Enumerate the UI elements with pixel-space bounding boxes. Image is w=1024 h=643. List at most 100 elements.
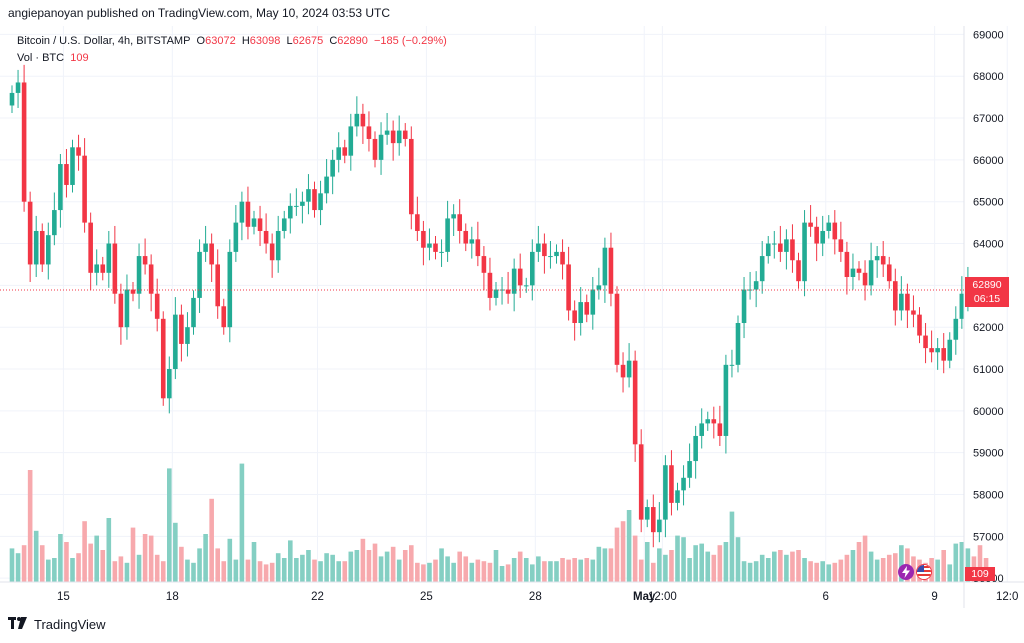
candle-body [130,289,136,294]
candle-body [475,239,481,257]
candle-body [160,318,166,399]
candle-body [614,293,620,365]
volume-bar [663,554,668,582]
time-tick-label: 25 [420,591,433,603]
price-tick-label: 59000 [973,448,1004,460]
candle-body [263,230,269,244]
candle-body [33,230,39,265]
price-tick-label: 57000 [973,531,1004,543]
candle-body [844,251,850,277]
volume-bar [850,550,856,582]
close-value: 62890 [337,35,368,47]
volume-bar [493,550,499,582]
candle-body [523,285,529,287]
tradingview-logo-icon[interactable] [8,617,28,632]
volume-bar [70,558,75,582]
volume-bar [874,559,880,582]
candle-body [886,264,892,282]
candle-body [596,285,602,290]
candle-body [439,251,444,253]
candle-body [590,289,596,315]
volume-bar [772,551,777,582]
volume-bar [221,561,227,582]
volume-bar [808,561,813,582]
volume-bar [880,558,886,582]
candle-body [838,239,844,252]
candle-body [58,164,63,211]
volume-bar [862,535,868,582]
us-flag-icon[interactable] [916,564,932,580]
volume-bar [699,543,704,582]
volume-bar [687,558,692,582]
candle-body [88,222,93,273]
volume-bar [439,548,444,582]
volume-bar [826,564,832,582]
candle-body [899,293,904,311]
volume-bar [632,535,638,582]
candle-body [390,130,396,144]
price-tick-label: 60000 [973,406,1004,418]
candle-body [542,243,547,257]
volume-bar [935,559,940,582]
candle-body [687,461,692,478]
volume-bar [886,554,892,582]
candle-body [693,435,698,462]
volume-bar [505,564,511,582]
volume-bar [421,564,426,582]
candle-body [221,306,227,328]
candle-body [675,490,680,503]
volume-bar [209,498,214,582]
volume-bar [415,562,420,582]
candle-body [197,251,202,298]
volume-bar [753,561,759,582]
volume-bar [651,562,656,582]
candle-body [517,268,523,286]
candle-body [136,256,142,294]
chart-frame[interactable]: 6900068000670006600065000640006300062000… [0,26,1024,608]
candlestick-chart[interactable]: 6900068000670006600065000640006300062000… [0,26,1024,608]
volume-bar [977,545,983,582]
candle-body [784,239,789,252]
candle-body [245,201,251,227]
volume-bar [130,527,136,582]
candle-body [626,360,632,378]
candle-body [227,251,233,328]
volume-bar [614,527,620,582]
volume-bar [433,559,438,582]
volume-bar [378,556,384,582]
time-tick-label: 22 [311,591,324,603]
candle-body [874,256,880,261]
candle-body [330,159,335,177]
lightning-icon[interactable] [898,564,914,580]
volume-bar [154,554,160,582]
candle-body [300,201,305,206]
candle-body [124,289,130,328]
price-tick-label: 67000 [973,113,1004,125]
close-label: C [329,35,338,47]
volume-bar [106,518,112,582]
volume-bar [445,556,450,582]
candle-body [566,264,571,311]
volume-bar [312,559,317,582]
volume-bar [275,553,281,582]
candle-body [505,289,511,294]
price-tick-label: 68000 [973,71,1004,83]
volume-bar [596,546,602,582]
candle-body [772,243,777,245]
volume-bar [306,550,311,582]
symbol-description[interactable]: Bitcoin / U.S. Dollar, 4h, BITSTAMP [17,35,191,47]
candle-body [911,310,916,315]
volume-bar [330,554,335,582]
candle-body [723,364,729,436]
candle-body [179,314,184,344]
candle-body [82,155,87,223]
candle-body [378,134,384,160]
candle-body [953,318,959,340]
volume-bar [941,550,946,582]
brand-name[interactable]: TradingView [34,617,106,632]
volume-bar [717,545,723,582]
volume-label[interactable]: Vol · BTC [17,52,65,64]
candle-body [251,218,257,227]
time-tick-label: 12:00 [648,591,677,603]
price-tick-label: 64000 [973,239,1004,251]
